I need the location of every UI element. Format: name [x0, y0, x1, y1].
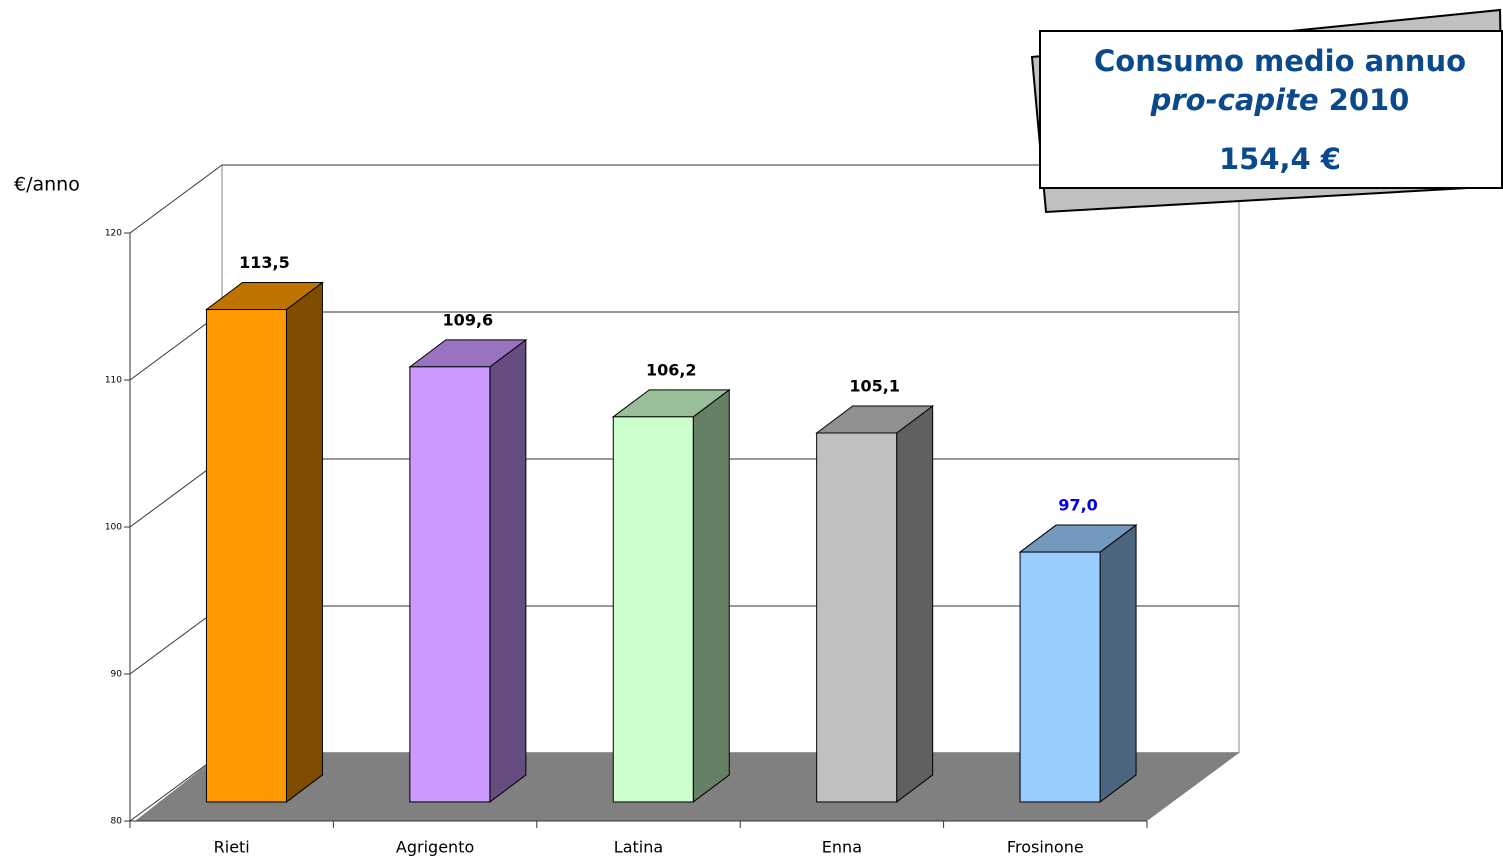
- x-tick-label: Enna: [822, 838, 862, 857]
- x-tick-label: Frosinone: [1007, 838, 1084, 857]
- bar: [816, 432, 898, 803]
- y-tick-label: 120: [105, 229, 122, 239]
- y-tick-label: 110: [105, 376, 122, 386]
- annotation-year: 2010: [1329, 83, 1410, 117]
- value-label: 105,1: [849, 376, 900, 395]
- annotation-value: 154,4 €: [1219, 142, 1341, 176]
- value-label: 109,6: [443, 310, 494, 329]
- annotation-italic: pro-capite: [1150, 83, 1319, 117]
- x-tick-label: Rieti: [214, 838, 250, 857]
- y-tick-label: 100: [105, 523, 122, 533]
- grid-line: [129, 164, 223, 234]
- bar-side: [692, 388, 730, 803]
- annotation-box: [1039, 30, 1503, 189]
- bar-side: [896, 404, 934, 803]
- annotation: Consumo medio annuo pro-capite 2010 154,4…: [1030, 8, 1503, 214]
- bar-side: [285, 281, 323, 803]
- x-tick-label: Latina: [614, 838, 663, 857]
- x-tick-label: Agrigento: [396, 838, 474, 857]
- annotation-line: Consumo medio annuo: [1094, 44, 1466, 78]
- y-tick-label: 80: [111, 817, 123, 827]
- value-label: 113,5: [239, 253, 290, 272]
- bar: [612, 416, 694, 803]
- value-label: 97,0: [1058, 496, 1097, 515]
- bar-side: [1099, 524, 1137, 803]
- bar: [1019, 551, 1101, 803]
- y-axis-label: €/anno: [14, 174, 80, 196]
- value-label: 106,2: [646, 360, 697, 379]
- bar-side: [489, 338, 527, 803]
- y-tick-label: 90: [111, 670, 123, 680]
- bar: [205, 309, 287, 803]
- plot: 80 90 100 110 120 Rieti 113,5 Agrigento 109,6 Lat…: [105, 164, 1240, 857]
- annotation-line: pro-capite 2010: [1150, 83, 1410, 117]
- bar: [409, 366, 491, 803]
